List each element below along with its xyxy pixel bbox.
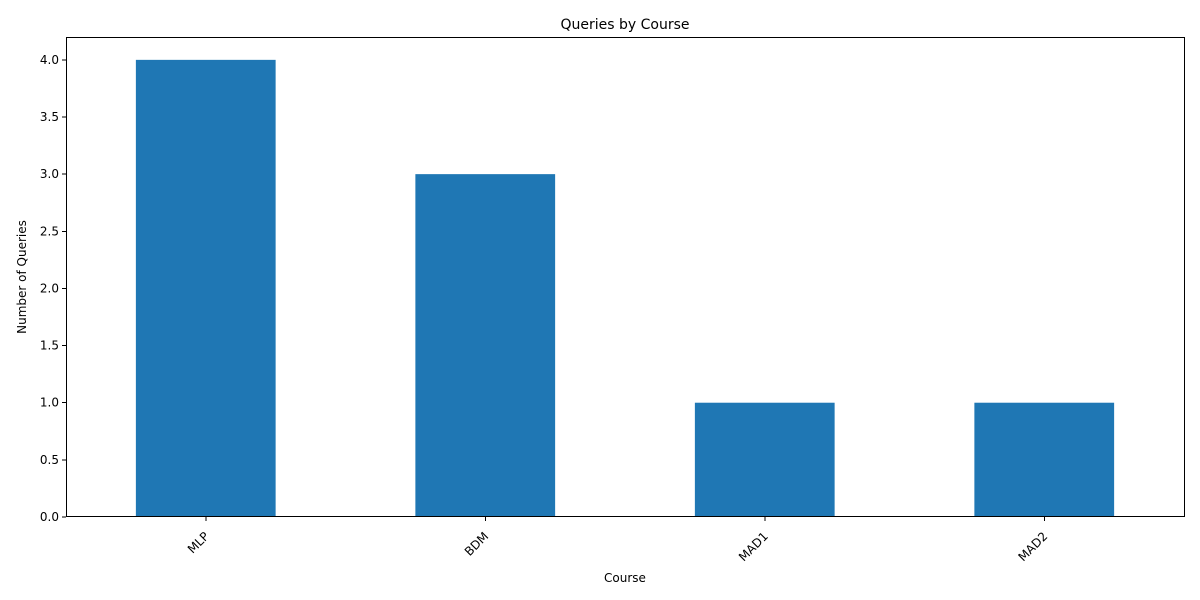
y-tick-label: 4.0 [40, 53, 59, 67]
x-tick-label-mlp: MLP [185, 529, 212, 556]
plot-frame [66, 37, 1185, 517]
bar-mad1 [694, 402, 835, 517]
x-tick-label-bdm: BDM [462, 529, 492, 559]
y-tick-label: 2.5 [40, 224, 59, 238]
y-tick-label: 3.5 [40, 110, 59, 124]
y-tick-label: 2.0 [40, 281, 59, 295]
y-tick-label: 1.0 [40, 396, 59, 410]
y-tick-label: 1.5 [40, 339, 59, 353]
y-tick-label: 0.5 [40, 453, 59, 467]
y-axis: 0.0 0.5 1.0 1.5 2.0 2.5 3.0 3.5 4.0 [40, 53, 66, 524]
x-axis: MLP BDM MAD1 MAD2 [185, 517, 1050, 564]
bar-group [135, 59, 1115, 517]
y-tick-label: 0.0 [40, 510, 59, 524]
y-axis-label: Number of Queries [15, 220, 29, 334]
bar-bdm [415, 174, 556, 517]
x-tick-label-mad2: MAD2 [1015, 529, 1050, 564]
x-tick-label-mad1: MAD1 [736, 529, 771, 564]
bar-mlp [135, 59, 276, 517]
x-axis-label: Course [604, 571, 646, 585]
bar-mad2 [974, 402, 1115, 517]
chart-title: Queries by Course [560, 17, 689, 33]
y-tick-label: 3.0 [40, 167, 59, 181]
